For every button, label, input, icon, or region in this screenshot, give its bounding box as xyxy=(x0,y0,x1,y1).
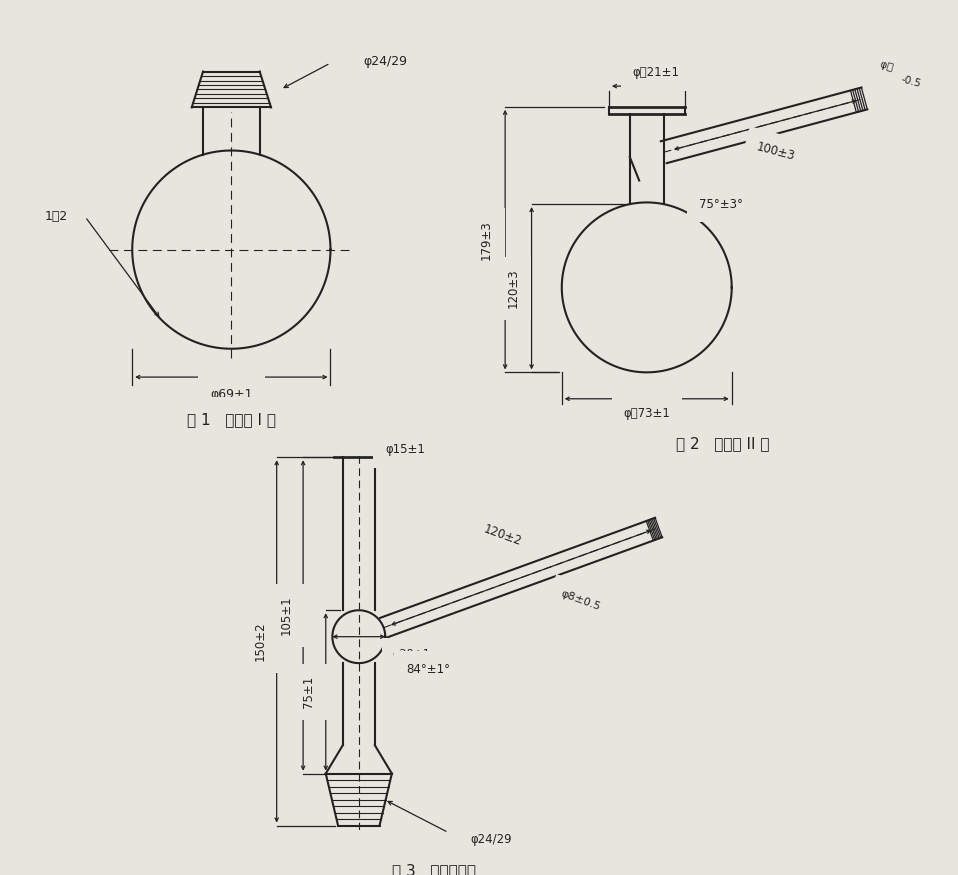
Text: 120±2: 120±2 xyxy=(481,522,523,548)
Text: φ内21±1: φ内21±1 xyxy=(632,66,679,80)
Text: φ24/29: φ24/29 xyxy=(363,54,407,67)
Text: 图 1   蒸馏瓶 I 型: 图 1 蒸馏瓶 I 型 xyxy=(187,412,276,427)
Text: 1～2: 1～2 xyxy=(45,210,68,223)
Text: 图 2   蒸馏瓶 II 型: 图 2 蒸馏瓶 II 型 xyxy=(675,436,769,451)
Text: -0.5: -0.5 xyxy=(901,74,923,89)
Text: 120±3: 120±3 xyxy=(506,269,519,308)
Text: 179±3: 179±3 xyxy=(480,220,492,260)
Text: 150±2: 150±2 xyxy=(253,621,266,662)
Text: 100±3: 100±3 xyxy=(755,141,796,164)
Text: φ外 7+0.5: φ外 7+0.5 xyxy=(878,60,927,81)
Text: φ24/29: φ24/29 xyxy=(470,833,512,846)
Text: φ8±0.5: φ8±0.5 xyxy=(559,588,602,612)
Text: 75±1: 75±1 xyxy=(303,676,315,708)
Text: 84°±1°: 84°±1° xyxy=(406,663,450,676)
Text: 75°±3°: 75°±3° xyxy=(698,198,742,211)
Text: φ69±1: φ69±1 xyxy=(210,388,253,401)
Text: φ20±1: φ20±1 xyxy=(393,648,431,659)
Text: 105±1: 105±1 xyxy=(280,596,292,635)
Text: φ15±1: φ15±1 xyxy=(385,444,425,456)
Text: φ外73±1: φ外73±1 xyxy=(624,408,671,420)
Text: 图 3   单球分馏管: 图 3 单球分馏管 xyxy=(393,864,476,875)
